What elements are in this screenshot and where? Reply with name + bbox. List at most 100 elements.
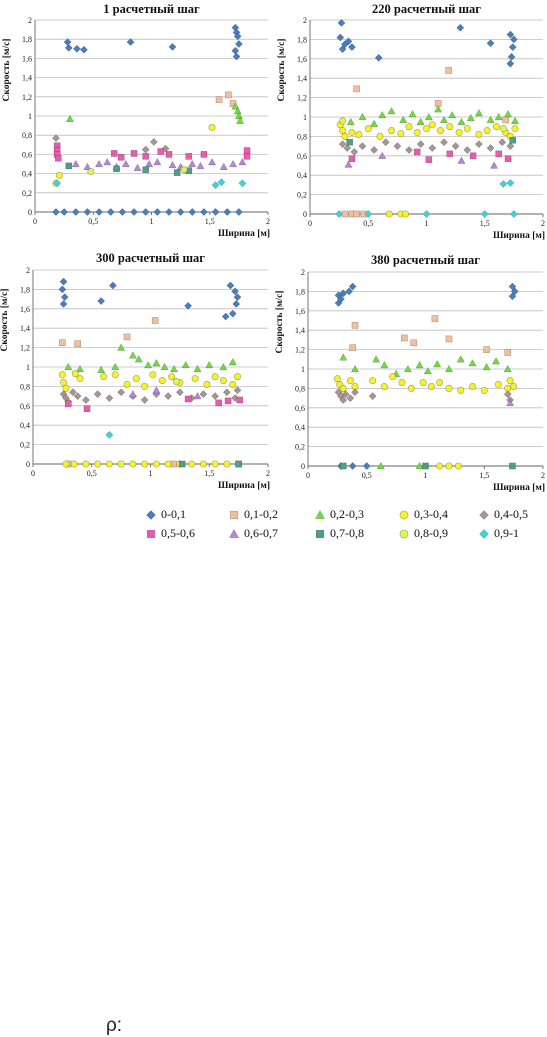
data-point [232,299,241,308]
data-point [401,334,408,342]
legend-label: 0,5-0,6 [161,526,195,540]
x-tick-label: 2 [266,469,270,478]
data-point [121,159,130,168]
data-point [506,30,515,39]
data-point [389,373,397,381]
y-tick-label: 0,8 [22,131,32,140]
series-0,1-0,2 [215,91,237,107]
data-point [184,301,193,310]
data-point [165,208,173,216]
data-point [339,462,347,470]
data-point [53,179,62,188]
data-point [468,359,477,367]
x-tick-label: 1,5 [205,217,215,226]
data-point [75,364,85,373]
y-tick-label: 1,4 [22,74,32,83]
data-point [233,293,242,302]
data-point [219,377,227,385]
series-0,3-0,4 [336,121,519,218]
data-point [58,285,67,294]
data-point [348,155,356,163]
data-point [422,462,429,470]
data-point [70,460,78,468]
series-0-0,1 [336,18,518,68]
data-point [141,208,150,216]
data-point [511,116,520,125]
x-tick-label: 0,5 [363,219,373,228]
data-point [350,364,360,373]
data-point [129,460,137,468]
data-point [188,208,197,216]
data-point [413,128,421,137]
data-point [370,119,379,127]
data-point [108,281,117,290]
y-tick-label: 1,6 [295,307,305,316]
data-point [415,461,424,470]
data-point [93,390,102,399]
y-tick-label: 0,2 [295,443,305,452]
y-tick-label: 1,4 [20,324,30,333]
data-point [65,162,73,170]
data-point [355,130,363,139]
data-point [338,140,347,149]
data-point [480,210,489,218]
data-point [228,358,237,366]
data-point [173,169,181,176]
legend-marker [229,510,239,519]
y-tick-label: 1,2 [22,93,32,102]
data-point [149,137,158,146]
panel-title: 300 расчетный шаг [96,251,205,265]
data-point [224,397,232,405]
data-point [60,293,69,302]
data-point [364,210,373,218]
y-tick-label: 2 [28,16,32,25]
legend-item: 0,6-0,7 [228,526,278,541]
y-tick-label: 0,4 [22,170,32,179]
series-0,7-0,8 [346,136,517,146]
data-point [205,360,214,369]
data-point [506,377,514,385]
data-point [76,375,84,383]
data-point [423,366,432,375]
data-point [399,115,408,124]
data-point [457,156,466,164]
data-point [97,365,106,374]
legend-marker [479,528,489,539]
series-0,4-0,5 [52,134,170,154]
data-point [233,107,242,115]
data-point [153,157,162,166]
data-point [336,33,345,42]
data-point [168,373,176,381]
y-tick-label: 1,8 [22,35,32,44]
series-0,6-0,7 [128,386,202,400]
data-point [62,460,70,468]
data-point [348,282,357,291]
x-tick-label: 1 [150,217,154,226]
y-tick-label: 1 [301,365,305,374]
data-point [491,357,501,365]
data-point [463,125,471,133]
y-tick-label: 0 [28,208,32,217]
y-tick-label: 0,2 [297,191,307,200]
data-point [168,160,177,169]
y-tick-label: 0,4 [295,423,305,432]
data-point [385,210,393,218]
data-point [499,125,507,133]
y-tick-label: 0,2 [20,441,30,450]
data-point [94,460,102,468]
data-point [229,100,237,107]
data-point [445,67,452,74]
data-point [105,460,113,468]
data-point [233,373,241,381]
data-point [403,364,412,373]
data-point [376,132,384,140]
data-point [160,362,169,371]
data-point [64,43,73,52]
data-point [71,159,80,168]
y-tick-label: 1,4 [297,74,307,83]
data-point [196,161,205,170]
x-tick-label: 2 [541,471,545,480]
data-point [229,159,238,168]
data-point [223,460,231,468]
